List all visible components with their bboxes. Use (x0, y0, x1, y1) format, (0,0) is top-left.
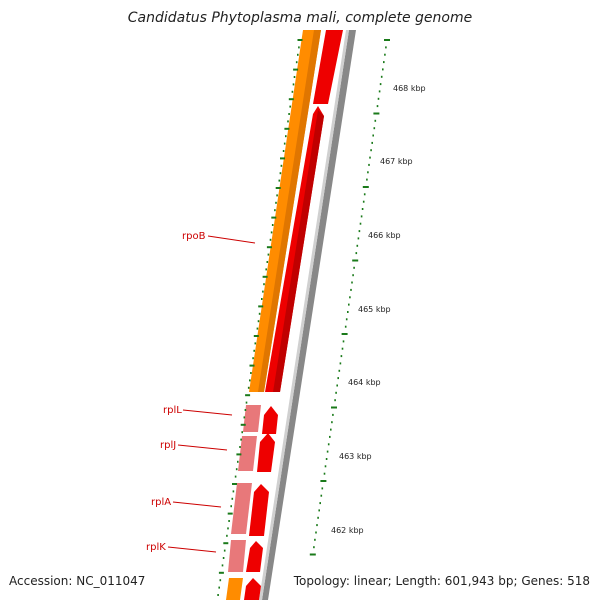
gene-label-rplL: rplL (163, 405, 182, 416)
operon-track-upper-shade (258, 30, 321, 392)
operon-track-lower (226, 578, 243, 600)
backbone-strand (262, 30, 356, 600)
cds-arrow-rplJ (257, 433, 275, 472)
scale-label-464: 464 kbp (348, 378, 381, 387)
operon-block-rplK (228, 540, 246, 572)
scale-label-463: 463 kbp (339, 452, 372, 461)
cds-arrow-rplK (246, 541, 263, 572)
backbone-highlight (259, 30, 349, 600)
map-title: Candidatus Phytoplasma mali, complete ge… (127, 10, 473, 26)
gene-label-rplK: rplK (146, 542, 166, 553)
accession-text: Accession: NC_011047 (9, 574, 146, 588)
gene-label-rplA: rplA (151, 497, 171, 508)
cds-arrow-bottom (244, 578, 261, 600)
operon-block-rplA (231, 483, 252, 534)
cds-arrow-rplA (249, 484, 269, 536)
operon-block-rplL (243, 405, 261, 432)
gene-label-rpoB: rpoB (182, 231, 206, 242)
scale-label-465: 465 kbp (358, 305, 391, 314)
cds-arrow-rplL (262, 406, 278, 434)
scale-label-467: 467 kbp (380, 157, 413, 166)
scale-label-466: 466 kbp (368, 231, 401, 240)
leader-lines (167, 235, 256, 553)
operon-block-rplJ (238, 436, 257, 471)
scale-label-462: 462 kbp (331, 526, 364, 535)
scale-label-468: 468 kbp (393, 84, 426, 93)
cds-arrow-rpoB-shade (273, 110, 324, 392)
cds-arrow-top (313, 30, 343, 104)
tick-track-left (217, 39, 303, 596)
topology-text: Topology: linear; Length: 601,943 bp; Ge… (293, 574, 590, 588)
scale-ruler (309, 39, 390, 556)
gene-label-rplJ: rplJ (160, 440, 176, 451)
